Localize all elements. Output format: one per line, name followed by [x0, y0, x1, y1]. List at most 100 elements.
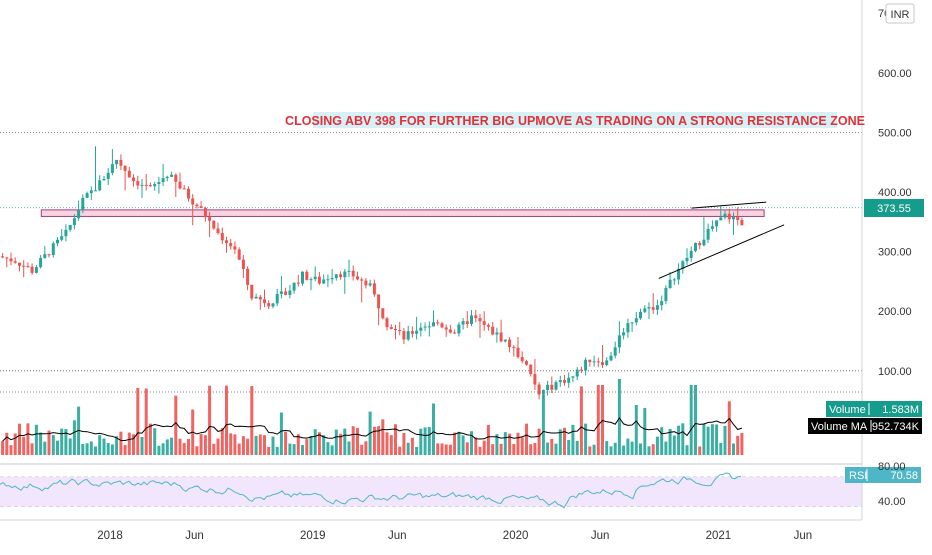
- candle-body: [1, 256, 5, 258]
- candle-body: [102, 178, 106, 181]
- volume-bar: [427, 426, 431, 455]
- candle-body: [486, 324, 490, 327]
- volume-bar: [516, 432, 520, 455]
- candle-body: [495, 332, 499, 335]
- candle-body: [368, 283, 372, 286]
- volume-bar: [689, 385, 693, 455]
- resistance-line: [691, 201, 767, 209]
- candle-body: [22, 265, 26, 267]
- candle-body: [563, 380, 566, 383]
- candle-body: [115, 159, 119, 165]
- volume-bar: [250, 386, 254, 455]
- candle-body: [334, 274, 338, 279]
- volume-bar: [432, 403, 435, 455]
- volume-bar: [309, 435, 313, 455]
- candle-body: [13, 261, 17, 263]
- volume-bar: [508, 433, 512, 455]
- volume-bar: [237, 443, 241, 455]
- candle-body: [436, 322, 440, 324]
- candle-body: [347, 270, 351, 272]
- volume-bar: [43, 441, 47, 455]
- candle-body: [491, 326, 495, 335]
- candle-body: [448, 329, 452, 333]
- candle-body: [191, 198, 195, 205]
- volume-bar: [339, 433, 343, 455]
- candle-body: [482, 321, 486, 325]
- candle-body: [56, 239, 59, 244]
- price-tick-label: 600.00: [878, 68, 912, 80]
- volume-bar: [465, 442, 469, 455]
- candle-body: [630, 322, 634, 324]
- candle-body: [685, 257, 689, 262]
- volume-bar: [622, 445, 626, 455]
- candle-body: [694, 242, 697, 251]
- volume-bar: [550, 438, 554, 455]
- candle-body: [698, 242, 702, 246]
- candle-body: [402, 331, 406, 340]
- volume-bar: [233, 434, 237, 455]
- candle-body: [364, 280, 368, 286]
- volume-bar: [605, 441, 609, 455]
- volume-bar: [440, 443, 444, 455]
- volume-bar: [647, 446, 651, 455]
- candle-body: [529, 364, 533, 375]
- price-tick-label: 400.00: [878, 187, 912, 199]
- candle-body: [719, 217, 723, 221]
- volume-bar: [288, 443, 292, 455]
- candle-body: [639, 311, 642, 319]
- candle-body: [195, 204, 199, 207]
- volume-bar: [89, 441, 93, 455]
- volume-bar: [216, 438, 220, 455]
- candle-body: [34, 267, 38, 273]
- candle-body: [385, 318, 389, 328]
- candle-body: [275, 293, 279, 304]
- volume-bar: [385, 432, 389, 455]
- candle-body: [98, 180, 102, 191]
- time-tick-label: Jun: [185, 530, 204, 542]
- volume-bar: [529, 444, 533, 455]
- candle-body: [26, 266, 30, 268]
- volume-bar: [26, 423, 30, 455]
- volume-bar: [554, 443, 558, 455]
- candle-body: [689, 250, 693, 258]
- volume-bar: [182, 443, 186, 455]
- volume-bar: [410, 437, 414, 455]
- volume-bar: [94, 446, 97, 455]
- candle-body: [305, 271, 309, 280]
- volume-bar: [677, 425, 681, 455]
- time-tick-label: Jun: [591, 530, 610, 542]
- volume-bar: [123, 445, 127, 455]
- candle-body: [208, 217, 212, 221]
- candle-body: [148, 185, 152, 187]
- candle-body: [271, 303, 275, 307]
- rsi-tick-40: 40.00: [878, 496, 906, 508]
- candle-body: [30, 266, 34, 273]
- candle-body: [250, 284, 254, 299]
- volume-bar: [541, 394, 545, 455]
- annotation-text: CLOSING ABV 398 FOR FURTHER BIG UPMOVE A…: [285, 114, 865, 128]
- candle-body: [267, 303, 271, 307]
- candle-body: [246, 268, 250, 285]
- volume-bar: [106, 443, 110, 455]
- candle-body: [710, 226, 714, 229]
- volume-bar: [617, 378, 621, 455]
- volume-bar: [22, 436, 26, 455]
- candle-body: [127, 170, 131, 178]
- candle-body: [47, 254, 51, 256]
- volume-value: 1.583M: [882, 404, 919, 416]
- volume-bar: [423, 427, 427, 455]
- rsi-tick-80: 80.00: [878, 461, 906, 473]
- volume-bar: [706, 426, 710, 455]
- currency-badge[interactable]: [885, 3, 915, 24]
- volume-bar: [643, 407, 647, 455]
- candle-body: [626, 323, 630, 333]
- candle-body: [660, 301, 664, 306]
- volume-bar: [402, 433, 406, 455]
- volume-bar: [453, 432, 457, 455]
- candle-body: [72, 218, 76, 226]
- candle-body: [60, 236, 64, 240]
- time-tick-label: 2019: [300, 530, 326, 542]
- candle-body: [558, 380, 562, 383]
- volume-bar: [681, 423, 685, 455]
